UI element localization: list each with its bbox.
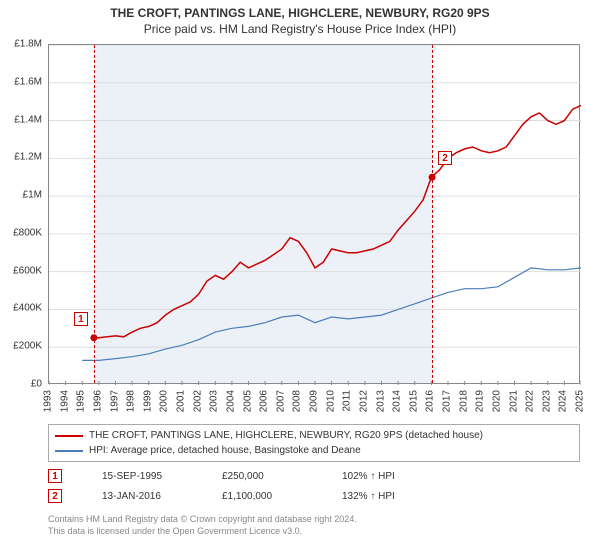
x-tick-label: 2020 [491, 390, 502, 412]
transaction-rows: 1 15-SEP-1995 £250,000 102% ↑ HPI 2 13-JAN-20… [48, 466, 580, 506]
x-axis-labels: 1993199419951996199719981999200020012002… [48, 386, 580, 420]
plot-area: 12 [48, 44, 580, 384]
x-tick-label: 1995 [76, 390, 87, 412]
x-tick-label: 2005 [242, 390, 253, 412]
x-tick-label: 2019 [475, 390, 486, 412]
legend-item: THE CROFT, PANTINGS LANE, HIGHCLERE, NEW… [55, 428, 573, 443]
y-tick-label: £400K [13, 303, 42, 314]
x-tick-label: 2015 [408, 390, 419, 412]
legend: THE CROFT, PANTINGS LANE, HIGHCLERE, NEW… [48, 424, 580, 462]
x-tick-label: 2021 [508, 390, 519, 412]
marker-box: 2 [438, 151, 452, 165]
transaction-row: 2 13-JAN-2016 £1,100,000 132% ↑ HPI [48, 486, 580, 506]
transaction-price: £1,100,000 [222, 491, 302, 502]
x-tick-label: 2003 [209, 390, 220, 412]
footer-text: Contains HM Land Registry data © Crown c… [48, 514, 580, 537]
legend-swatch [55, 450, 83, 452]
x-tick-label: 1998 [126, 390, 137, 412]
x-tick-label: 2010 [325, 390, 336, 412]
y-tick-label: £1.4M [14, 114, 42, 125]
footer-line-2: This data is licensed under the Open Gov… [48, 526, 580, 538]
x-tick-label: 2008 [292, 390, 303, 412]
chart-title: THE CROFT, PANTINGS LANE, HIGHCLERE, NEW… [0, 0, 600, 20]
chart-container: THE CROFT, PANTINGS LANE, HIGHCLERE, NEW… [0, 0, 600, 560]
x-tick-label: 2018 [458, 390, 469, 412]
transaction-price: £250,000 [222, 471, 302, 482]
marker-vline [432, 45, 433, 383]
legend-label: HPI: Average price, detached house, Basi… [89, 445, 361, 456]
x-tick-label: 2017 [442, 390, 453, 412]
transaction-date: 13-JAN-2016 [102, 491, 182, 502]
x-tick-label: 1997 [109, 390, 120, 412]
x-tick-label: 2006 [259, 390, 270, 412]
x-tick-label: 2016 [425, 390, 436, 412]
y-tick-label: £1.2M [14, 152, 42, 163]
chart-svg [49, 45, 581, 385]
transaction-marker-box: 2 [48, 489, 62, 503]
y-tick-label: £600K [13, 265, 42, 276]
x-tick-label: 2023 [541, 390, 552, 412]
y-tick-label: £0 [31, 379, 42, 390]
transaction-marker-box: 1 [48, 469, 62, 483]
x-tick-label: 1999 [142, 390, 153, 412]
legend-label: THE CROFT, PANTINGS LANE, HIGHCLERE, NEW… [89, 430, 483, 441]
y-tick-label: £800K [13, 227, 42, 238]
x-tick-label: 2001 [176, 390, 187, 412]
x-tick-label: 2013 [375, 390, 386, 412]
marker-vline [94, 45, 95, 383]
x-tick-label: 2022 [525, 390, 536, 412]
transaction-date: 15-SEP-1995 [102, 471, 182, 482]
x-tick-label: 2025 [575, 390, 586, 412]
x-tick-label: 1996 [92, 390, 103, 412]
x-tick-label: 2009 [309, 390, 320, 412]
x-tick-label: 2014 [392, 390, 403, 412]
transaction-hpi: 102% ↑ HPI [342, 471, 422, 482]
x-tick-label: 2024 [558, 390, 569, 412]
x-tick-label: 1993 [43, 390, 54, 412]
x-tick-label: 2012 [358, 390, 369, 412]
x-tick-label: 2002 [192, 390, 203, 412]
x-tick-label: 2011 [342, 390, 353, 412]
marker-box: 1 [74, 312, 88, 326]
legend-swatch [55, 435, 83, 437]
chart-subtitle: Price paid vs. HM Land Registry's House … [0, 20, 600, 40]
y-tick-label: £1.6M [14, 76, 42, 87]
y-tick-label: £1M [23, 190, 42, 201]
x-tick-label: 2000 [159, 390, 170, 412]
x-tick-label: 2007 [275, 390, 286, 412]
transaction-hpi: 132% ↑ HPI [342, 491, 422, 502]
legend-item: HPI: Average price, detached house, Basi… [55, 443, 573, 458]
y-tick-label: £1.8M [14, 39, 42, 50]
transaction-row: 1 15-SEP-1995 £250,000 102% ↑ HPI [48, 466, 580, 486]
y-axis-labels: £0£200K£400K£600K£800K£1M£1.2M£1.4M£1.6M… [0, 44, 46, 384]
y-tick-label: £200K [13, 341, 42, 352]
footer-line-1: Contains HM Land Registry data © Crown c… [48, 514, 580, 526]
x-tick-label: 1994 [59, 390, 70, 412]
x-tick-label: 2004 [225, 390, 236, 412]
